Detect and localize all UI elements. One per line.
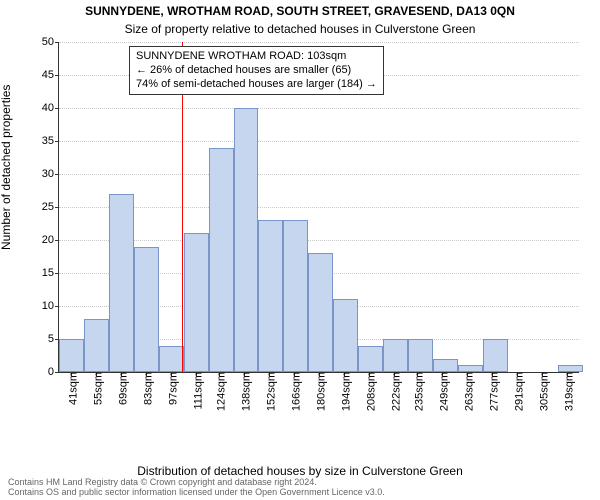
gridline-h — [59, 207, 579, 208]
x-tick-label: 263sqm — [458, 372, 475, 411]
y-tick-label: 45 — [42, 69, 59, 81]
x-tick-label: 305sqm — [533, 372, 550, 411]
x-tick-label: 291sqm — [508, 372, 525, 411]
x-tick-label: 83sqm — [138, 372, 155, 405]
histogram-bar — [558, 365, 583, 372]
histogram-bar — [209, 148, 234, 372]
histogram-bar — [84, 319, 109, 372]
x-tick-label: 235sqm — [408, 372, 425, 411]
y-tick-label: 35 — [42, 135, 59, 147]
y-tick-label: 30 — [42, 168, 59, 180]
histogram-bar — [458, 365, 483, 372]
x-tick-label: 69sqm — [113, 372, 130, 405]
y-axis-label: Number of detached properties — [0, 85, 13, 250]
y-tick-label: 5 — [48, 333, 59, 345]
histogram-bar — [134, 247, 159, 372]
y-tick-label: 20 — [42, 234, 59, 246]
chart-title: SUNNYDENE, WROTHAM ROAD, SOUTH STREET, G… — [0, 4, 600, 18]
histogram-bar — [258, 220, 283, 372]
x-tick-label: 194sqm — [335, 372, 352, 411]
x-tick-label: 249sqm — [433, 372, 450, 411]
histogram-bar — [358, 346, 383, 372]
histogram-bar — [333, 299, 358, 372]
gridline-h — [59, 174, 579, 175]
x-tick-label: 111sqm — [188, 372, 205, 410]
histogram-bar — [59, 339, 84, 372]
y-tick-label: 50 — [42, 36, 59, 48]
gridline-h — [59, 42, 579, 43]
annotation-line-3: 74% of semi-detached houses are larger (… — [136, 78, 377, 92]
histogram-bar — [308, 253, 333, 372]
x-tick-label: 55sqm — [88, 372, 105, 405]
footer-line-2: Contains OS and public sector informatio… — [8, 488, 592, 498]
x-tick-label: 97sqm — [163, 372, 180, 405]
footer: Contains HM Land Registry data © Crown c… — [8, 478, 592, 498]
x-tick-label: 138sqm — [236, 372, 253, 411]
x-tick-label: 166sqm — [286, 372, 303, 411]
x-tick-label: 277sqm — [483, 372, 500, 411]
histogram-bar — [433, 359, 458, 372]
annotation-line-1: SUNNYDENE WROTHAM ROAD: 103sqm — [136, 50, 377, 64]
histogram-bar — [483, 339, 508, 372]
x-tick-label: 208sqm — [360, 372, 377, 411]
x-tick-label: 319sqm — [558, 372, 575, 411]
x-tick-label: 152sqm — [261, 372, 278, 411]
histogram-bar — [159, 346, 184, 372]
gridline-h — [59, 108, 579, 109]
y-tick-label: 0 — [48, 366, 59, 378]
x-tick-label: 180sqm — [311, 372, 328, 411]
x-tick-label: 41sqm — [63, 372, 80, 405]
x-tick-label: 222sqm — [385, 372, 402, 411]
gridline-h — [59, 141, 579, 142]
histogram-bar — [283, 220, 308, 372]
histogram-bar — [234, 108, 259, 372]
histogram-bar — [383, 339, 408, 372]
annotation-line-2: ← 26% of detached houses are smaller (65… — [136, 64, 377, 78]
plot-area: SUNNYDENE WROTHAM ROAD: 103sqm ← 26% of … — [58, 42, 579, 373]
gridline-h — [59, 240, 579, 241]
y-tick-label: 15 — [42, 267, 59, 279]
y-tick-label: 10 — [42, 300, 59, 312]
chart-subtitle: Size of property relative to detached ho… — [0, 22, 600, 36]
x-tick-label: 124sqm — [211, 372, 228, 411]
histogram-bar — [109, 194, 134, 372]
annotation-box: SUNNYDENE WROTHAM ROAD: 103sqm ← 26% of … — [129, 46, 384, 95]
histogram-bar — [408, 339, 433, 372]
y-tick-label: 25 — [42, 201, 59, 213]
x-axis-label: Distribution of detached houses by size … — [0, 464, 600, 478]
histogram-bar — [184, 233, 209, 372]
y-tick-label: 40 — [42, 102, 59, 114]
